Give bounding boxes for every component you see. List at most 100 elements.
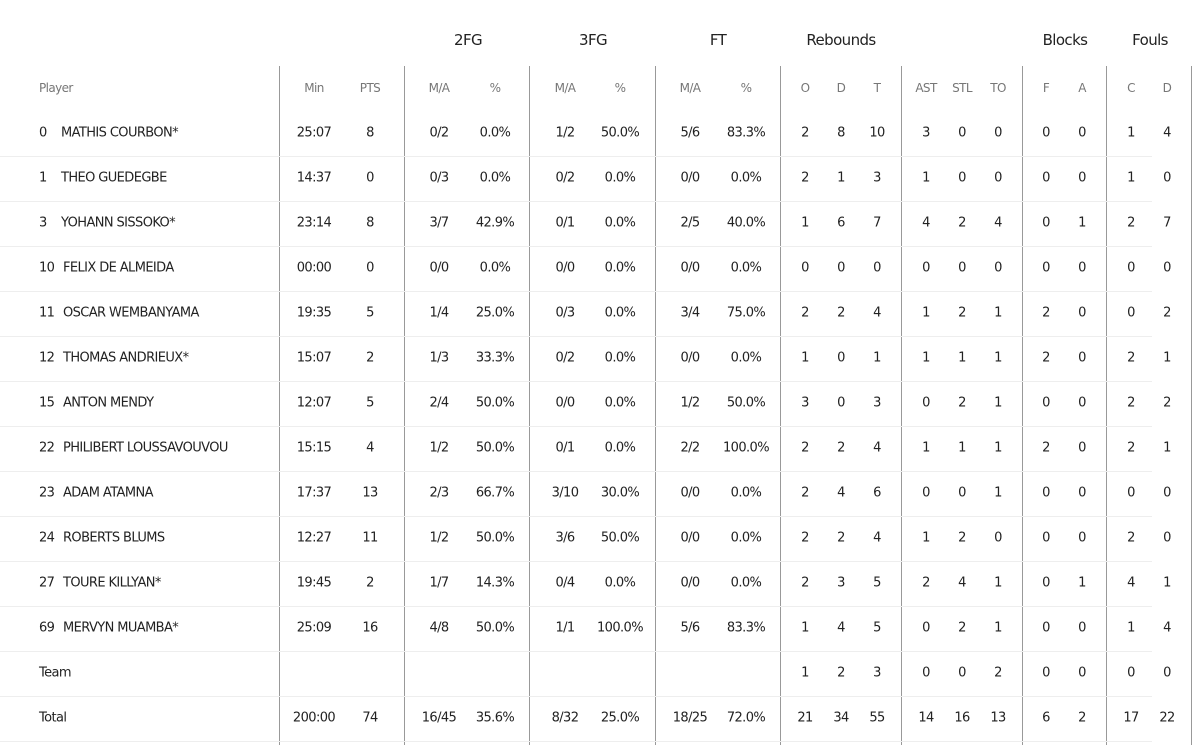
player-name: MATHIS COURBON* bbox=[61, 125, 179, 141]
stat-cell: 15:15 bbox=[296, 440, 332, 456]
stat-cell: 4 bbox=[837, 620, 845, 636]
stat-cell: 100.0% bbox=[723, 440, 770, 456]
stat-cell: 0 bbox=[366, 260, 374, 276]
stat-cell: 5/6 bbox=[680, 125, 700, 141]
stat-cell: 4 bbox=[994, 215, 1002, 231]
stat-cell: 0.0% bbox=[730, 350, 762, 366]
column-divider bbox=[404, 66, 405, 745]
stat-cell: 13 bbox=[990, 710, 1006, 726]
stat-cell: 7 bbox=[873, 215, 881, 231]
stat-cell: 0.0% bbox=[604, 215, 636, 231]
player-name: ROBERTS BLUMS bbox=[63, 530, 165, 546]
stat-cell: 3 bbox=[801, 395, 809, 411]
stat-cell: 0 bbox=[1078, 260, 1086, 276]
row-label: Team bbox=[39, 665, 72, 681]
stat-cell: 0 bbox=[1078, 350, 1086, 366]
stat-cell: 1 bbox=[922, 305, 930, 321]
column-divider bbox=[780, 66, 781, 745]
stat-cell: 0 bbox=[1127, 485, 1135, 501]
column-header: TO bbox=[990, 81, 1006, 95]
player-name: TOURE KILLYAN* bbox=[63, 575, 161, 591]
column-divider bbox=[1022, 66, 1023, 745]
stat-cell: 1/2 bbox=[680, 395, 700, 411]
stat-cell: 1/4 bbox=[429, 305, 449, 321]
row-divider bbox=[0, 471, 1152, 472]
stat-cell: 0/2 bbox=[555, 170, 575, 186]
stat-cell: 2 bbox=[1042, 350, 1050, 366]
stat-cell: 25:09 bbox=[296, 620, 332, 636]
stat-cell: 0/1 bbox=[555, 440, 575, 456]
row-divider bbox=[0, 516, 1152, 517]
row-divider bbox=[0, 156, 1152, 157]
stat-cell: 1/2 bbox=[555, 125, 575, 141]
stat-cell: 2 bbox=[801, 575, 809, 591]
stat-cell: 0 bbox=[958, 485, 966, 501]
stat-cell: 5 bbox=[873, 575, 881, 591]
column-header: Player bbox=[39, 81, 73, 95]
column-header: AST bbox=[915, 81, 937, 95]
stat-cell: 40.0% bbox=[726, 215, 766, 231]
stat-cell: 55 bbox=[869, 710, 885, 726]
stat-cell: 10 bbox=[869, 125, 885, 141]
stat-cell: 0 bbox=[366, 170, 374, 186]
stat-cell: 0 bbox=[1042, 575, 1050, 591]
group-header: Rebounds bbox=[806, 31, 876, 49]
stat-cell: 0 bbox=[958, 260, 966, 276]
stat-cell: 2 bbox=[801, 170, 809, 186]
stat-cell: 50.0% bbox=[475, 620, 515, 636]
stat-cell: 2/3 bbox=[429, 485, 449, 501]
stat-cell: 0/2 bbox=[555, 350, 575, 366]
stat-cell: 0 bbox=[1042, 215, 1050, 231]
stat-cell: 34 bbox=[833, 710, 849, 726]
stat-cell: 83.3% bbox=[726, 125, 766, 141]
stat-cell: 0/3 bbox=[555, 305, 575, 321]
stat-cell: 0 bbox=[1042, 260, 1050, 276]
stat-cell: 0 bbox=[1078, 620, 1086, 636]
stat-cell: 17:37 bbox=[296, 485, 332, 501]
player-name: MERVYN MUAMBA* bbox=[63, 620, 179, 636]
column-header: % bbox=[489, 81, 501, 95]
stat-cell: 1/7 bbox=[429, 575, 449, 591]
stat-cell: 0 bbox=[1042, 665, 1050, 681]
column-header: O bbox=[800, 81, 810, 95]
stat-cell: 1 bbox=[922, 440, 930, 456]
player-number: 10 bbox=[39, 260, 55, 276]
stat-cell: 0/3 bbox=[429, 170, 449, 186]
stat-cell: 50.0% bbox=[726, 395, 766, 411]
stat-cell: 0 bbox=[873, 260, 881, 276]
stat-cell: 0/2 bbox=[429, 125, 449, 141]
stat-cell: 1 bbox=[1078, 575, 1086, 591]
stat-cell: 2 bbox=[801, 440, 809, 456]
player-number: 22 bbox=[39, 440, 55, 456]
stat-cell: 1 bbox=[873, 350, 881, 366]
stat-cell: 2 bbox=[1127, 350, 1135, 366]
stat-cell: 200:00 bbox=[292, 710, 336, 726]
row-divider bbox=[0, 336, 1152, 337]
stat-cell: 75.0% bbox=[726, 305, 766, 321]
column-divider bbox=[1191, 66, 1192, 745]
stat-cell: 74 bbox=[362, 710, 378, 726]
stat-cell: 0 bbox=[1163, 170, 1171, 186]
stat-cell: 0.0% bbox=[604, 440, 636, 456]
stat-cell: 4 bbox=[958, 575, 966, 591]
stat-cell: 14:37 bbox=[296, 170, 332, 186]
stat-cell: 0/0 bbox=[680, 485, 700, 501]
column-header: T bbox=[873, 81, 881, 95]
stat-cell: 1/2 bbox=[429, 440, 449, 456]
stat-cell: 0 bbox=[994, 125, 1002, 141]
stat-cell: 2 bbox=[366, 350, 374, 366]
stat-cell: 0 bbox=[1078, 170, 1086, 186]
stat-cell: 0 bbox=[1078, 395, 1086, 411]
stat-cell: 2 bbox=[366, 575, 374, 591]
row-divider bbox=[0, 246, 1152, 247]
stat-cell: 0.0% bbox=[604, 350, 636, 366]
column-header: % bbox=[614, 81, 626, 95]
stat-cell: 1/2 bbox=[429, 530, 449, 546]
stat-cell: 5 bbox=[873, 620, 881, 636]
stat-cell: 50.0% bbox=[600, 125, 640, 141]
stat-cell: 1 bbox=[1127, 125, 1135, 141]
stat-cell: 0/0 bbox=[680, 350, 700, 366]
stat-cell: 3/6 bbox=[555, 530, 575, 546]
stat-cell: 6 bbox=[873, 485, 881, 501]
